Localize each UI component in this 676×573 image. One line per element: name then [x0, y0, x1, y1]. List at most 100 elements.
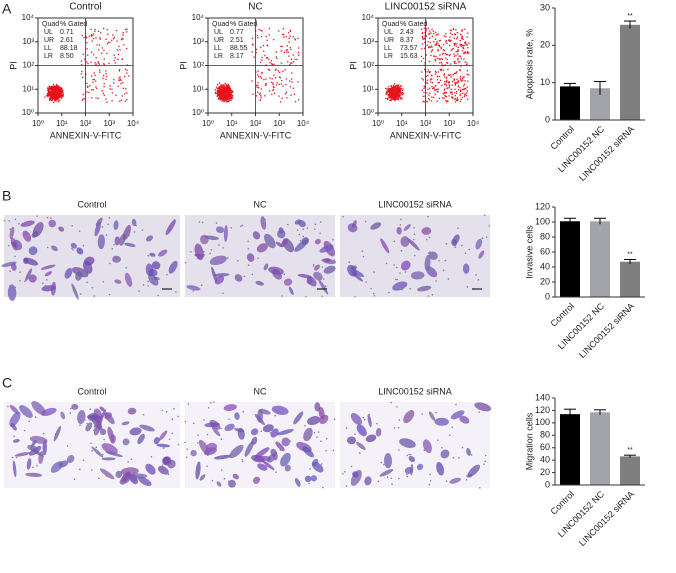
pore	[393, 264, 395, 266]
event-dot	[445, 100, 446, 101]
event-dot	[437, 101, 438, 102]
event-dot	[265, 78, 266, 79]
pore	[289, 440, 291, 442]
pore	[300, 240, 302, 242]
event-dot	[455, 55, 456, 56]
pore	[221, 469, 223, 471]
pore	[400, 219, 402, 221]
event-dot	[271, 94, 272, 95]
pore	[91, 469, 93, 471]
pore	[271, 436, 273, 438]
event-dot	[104, 58, 105, 59]
pore	[396, 267, 398, 269]
pore	[305, 296, 307, 298]
event-dot	[217, 90, 218, 91]
event-dot	[443, 93, 444, 94]
event-dot	[430, 42, 431, 43]
event-dot	[219, 99, 220, 100]
x-tick-label: Control	[549, 489, 577, 517]
pore	[479, 487, 481, 489]
event-dot	[427, 89, 428, 90]
event-dot	[402, 94, 403, 95]
event-dot	[431, 51, 432, 52]
event-dot	[446, 80, 447, 81]
event-dot	[463, 58, 464, 59]
stats-cell: LR	[44, 53, 53, 60]
event-dot	[116, 40, 117, 41]
x-tick-label: 10¹	[396, 119, 408, 128]
event-dot	[437, 76, 438, 77]
event-dot	[390, 91, 391, 92]
event-dot	[289, 42, 290, 43]
event-dot	[268, 58, 269, 59]
event-dot	[431, 45, 432, 46]
event-dot	[263, 45, 264, 46]
plot-title: LINC00152 siRNA	[385, 2, 467, 13]
event-dot	[282, 34, 283, 35]
event-dot	[467, 47, 468, 48]
event-dot	[102, 78, 103, 79]
event-dot	[433, 88, 434, 89]
event-dot	[431, 47, 432, 48]
event-dot	[124, 76, 125, 77]
pore	[448, 278, 450, 280]
event-dot	[467, 36, 468, 37]
event-dot	[261, 78, 262, 79]
event-dot	[226, 84, 227, 85]
event-dot	[118, 54, 119, 55]
event-dot	[93, 38, 94, 39]
pore	[398, 449, 400, 451]
event-dot	[462, 80, 463, 81]
event-dot	[463, 88, 464, 89]
pore	[138, 290, 140, 292]
event-dot	[276, 58, 277, 59]
y-tick-label: 0	[545, 479, 550, 489]
event-dot	[117, 50, 118, 51]
event-dot	[118, 86, 119, 87]
event-dot	[267, 45, 268, 46]
event-dot	[461, 58, 462, 59]
event-dot	[456, 72, 457, 73]
pore	[111, 248, 113, 250]
pore	[334, 418, 336, 420]
event-dot	[435, 59, 436, 60]
event-dot	[429, 93, 430, 94]
event-dot	[294, 38, 295, 39]
stats-cell: LL	[214, 45, 222, 52]
event-dot	[280, 101, 281, 102]
y-tick-label: 40	[540, 455, 550, 465]
event-dot	[58, 93, 59, 94]
event-dot	[260, 93, 261, 94]
pore	[125, 238, 127, 240]
event-dot	[400, 92, 401, 93]
event-dot	[437, 79, 438, 80]
event-dot	[421, 48, 422, 49]
pore	[333, 259, 335, 261]
pore	[365, 281, 367, 283]
y-tick-label: 140	[535, 392, 550, 402]
event-dot	[454, 92, 455, 93]
pore	[151, 456, 153, 458]
event-dot	[126, 72, 127, 73]
pore	[166, 411, 168, 413]
pore	[441, 447, 443, 449]
pore	[109, 294, 111, 296]
event-dot	[260, 62, 261, 63]
event-dot	[397, 89, 398, 90]
pore	[80, 293, 82, 295]
event-dot	[462, 29, 463, 30]
pore	[374, 295, 376, 297]
event-dot	[460, 56, 461, 57]
event-dot	[397, 86, 398, 87]
event-dot	[457, 32, 458, 33]
pore	[260, 430, 262, 432]
event-dot	[225, 87, 226, 88]
event-dot	[466, 92, 467, 93]
pore	[72, 249, 74, 251]
pore	[359, 452, 361, 454]
event-dot	[55, 99, 56, 100]
event-dot	[431, 75, 432, 76]
bar	[620, 456, 640, 485]
event-dot	[119, 101, 120, 102]
